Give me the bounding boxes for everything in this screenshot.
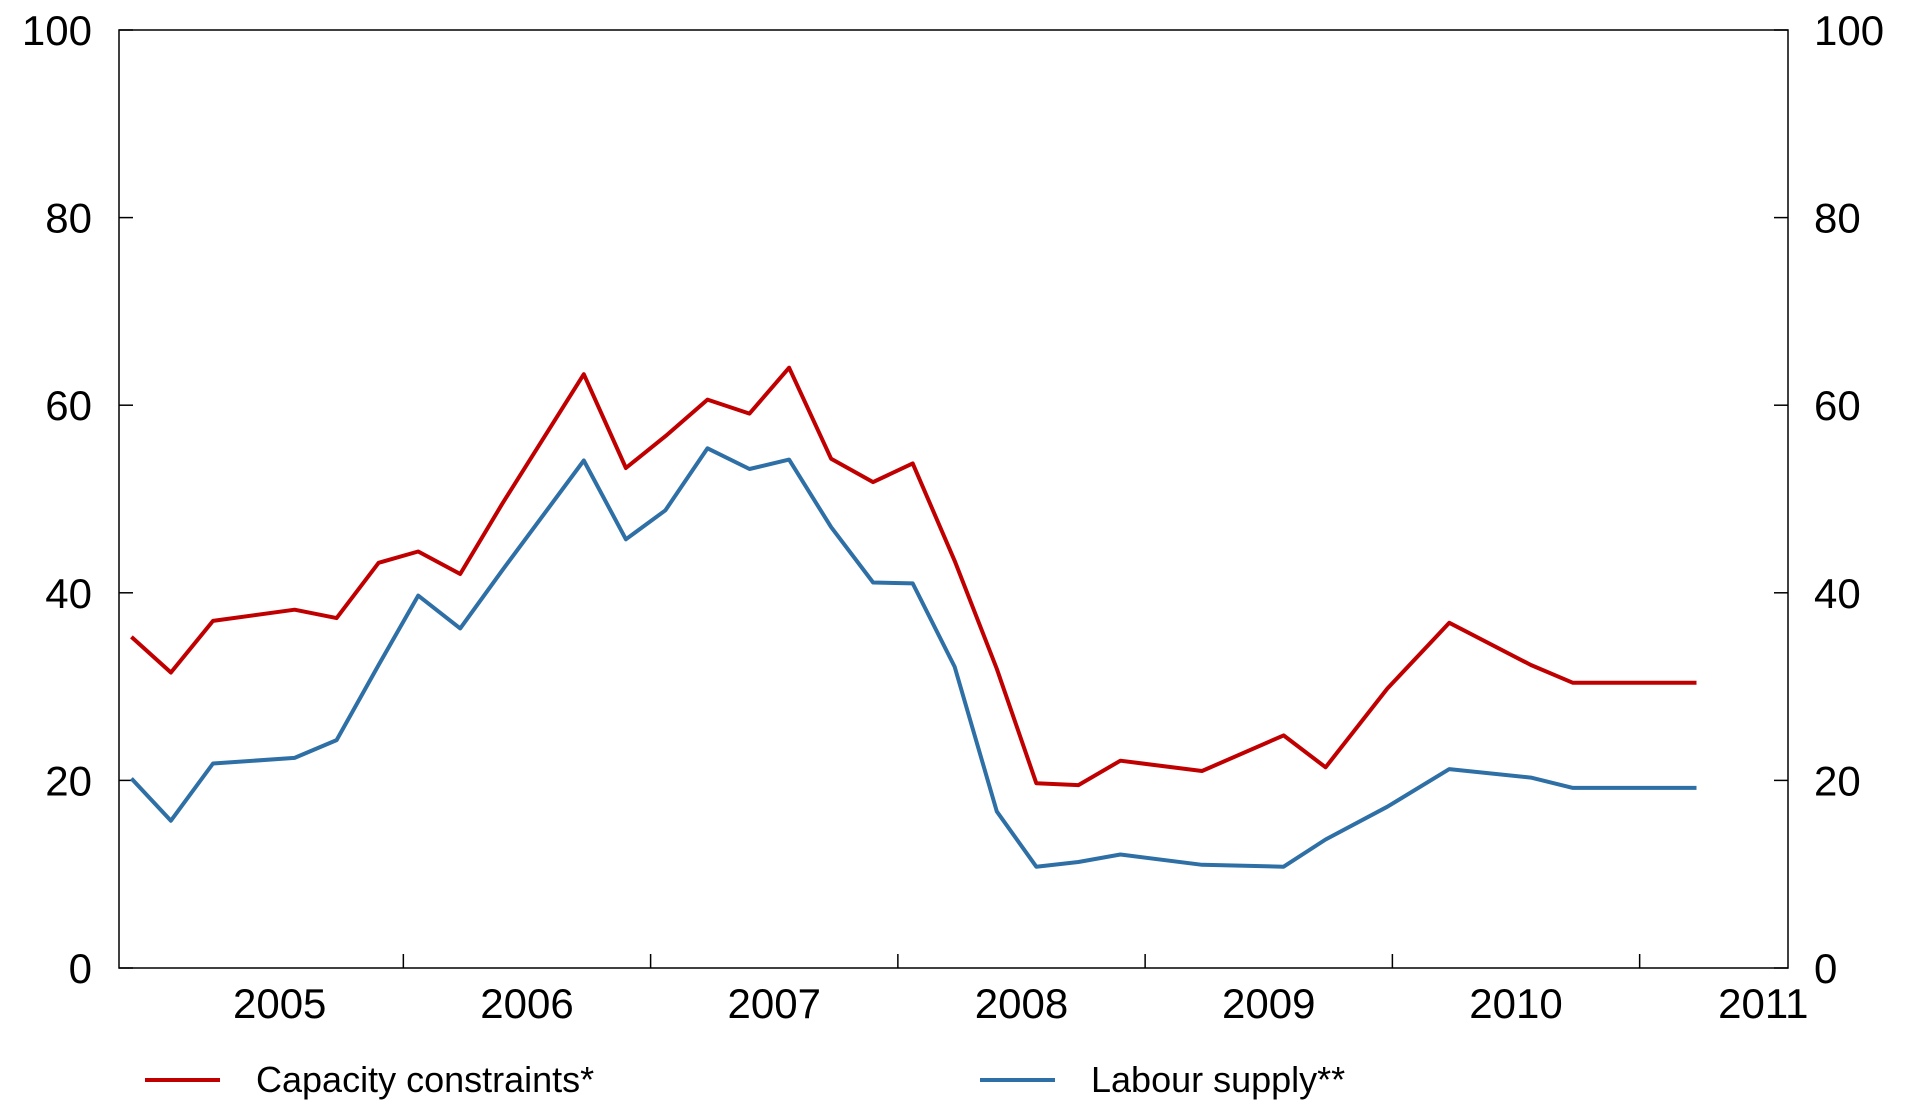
y-tick-label-left: 60 xyxy=(45,382,92,429)
y-tick-label-right: 20 xyxy=(1814,757,1861,804)
x-tick-label: 2008 xyxy=(975,980,1068,1027)
legend-label-capacity-constraints: Capacity constraints* xyxy=(256,1059,595,1100)
x-tick-label: 2010 xyxy=(1469,980,1562,1027)
y-tick-label-right: 100 xyxy=(1814,7,1884,54)
y-tick-label-right: 0 xyxy=(1814,945,1837,992)
x-tick-label: 2009 xyxy=(1222,980,1315,1027)
series-line-capacity-constraints xyxy=(130,365,1697,788)
legend-item-capacity-constraints: Capacity constraints* xyxy=(145,1058,594,1102)
y-tick-label-right: 60 xyxy=(1814,382,1861,429)
legend-swatch-labour-supply xyxy=(980,1078,1055,1082)
x-axis-ticks: 2005 2006 2007 2008 2009 2010 2011 xyxy=(233,954,1808,1027)
y-axis-ticks: 0 0 20 20 40 40 60 60 80 80 100 100 xyxy=(22,7,1884,992)
legend-item-labour-supply: Labour supply** xyxy=(980,1058,1345,1102)
plot-frame xyxy=(118,29,1789,969)
legend-label-labour-supply: Labour supply** xyxy=(1091,1059,1346,1100)
y-tick-label-right: 80 xyxy=(1814,195,1861,242)
legend-swatch-capacity-constraints xyxy=(145,1078,220,1082)
y-tick-label-left: 100 xyxy=(22,7,92,54)
y-tick-label-left: 80 xyxy=(45,195,92,242)
x-tick-label: 2006 xyxy=(480,980,573,1027)
y-tick-label-left: 0 xyxy=(69,945,92,992)
series-line-labour-supply xyxy=(129,446,1697,869)
series-lines xyxy=(129,365,1697,869)
y-tick-label-left: 40 xyxy=(45,570,92,617)
x-tick-label: 2005 xyxy=(233,980,326,1027)
x-tick-label: 2007 xyxy=(728,980,821,1027)
x-tick-label: 2011 xyxy=(1718,980,1808,1027)
y-tick-label-left: 20 xyxy=(45,757,92,804)
y-tick-label-right: 40 xyxy=(1814,570,1861,617)
